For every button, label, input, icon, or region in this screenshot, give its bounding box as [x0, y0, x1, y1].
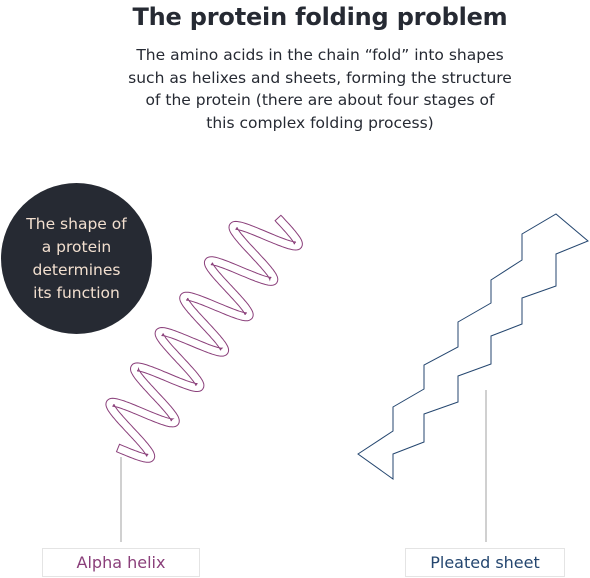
pleated-sheet-label: Pleated sheet — [405, 548, 565, 577]
alpha-helix-shape — [105, 214, 303, 463]
callout-text: The shape of a protein determines its fu… — [12, 213, 142, 305]
subtitle-line: The amino acids in the chain “fold” into… — [136, 46, 504, 64]
callout-line: its function — [33, 283, 120, 302]
subtitle-line: this complex folding process) — [206, 113, 434, 132]
page-title: The protein folding problem — [132, 3, 508, 31]
subtitle-line: such as helixes and sheets, forming the … — [128, 68, 512, 87]
subtitle-line: of the protein (there are about four sta… — [145, 91, 495, 109]
page-subtitle: The amino acids in the chain “fold” into… — [118, 44, 522, 134]
pleated-sheet-shape — [357, 213, 589, 480]
callout-line: determines — [32, 260, 121, 279]
callout-line: a protein — [41, 237, 112, 256]
callout-circle: The shape of a protein determines its fu… — [1, 183, 152, 334]
alpha-helix-label: Alpha helix — [42, 548, 200, 577]
callout-line: The shape of — [26, 214, 127, 233]
